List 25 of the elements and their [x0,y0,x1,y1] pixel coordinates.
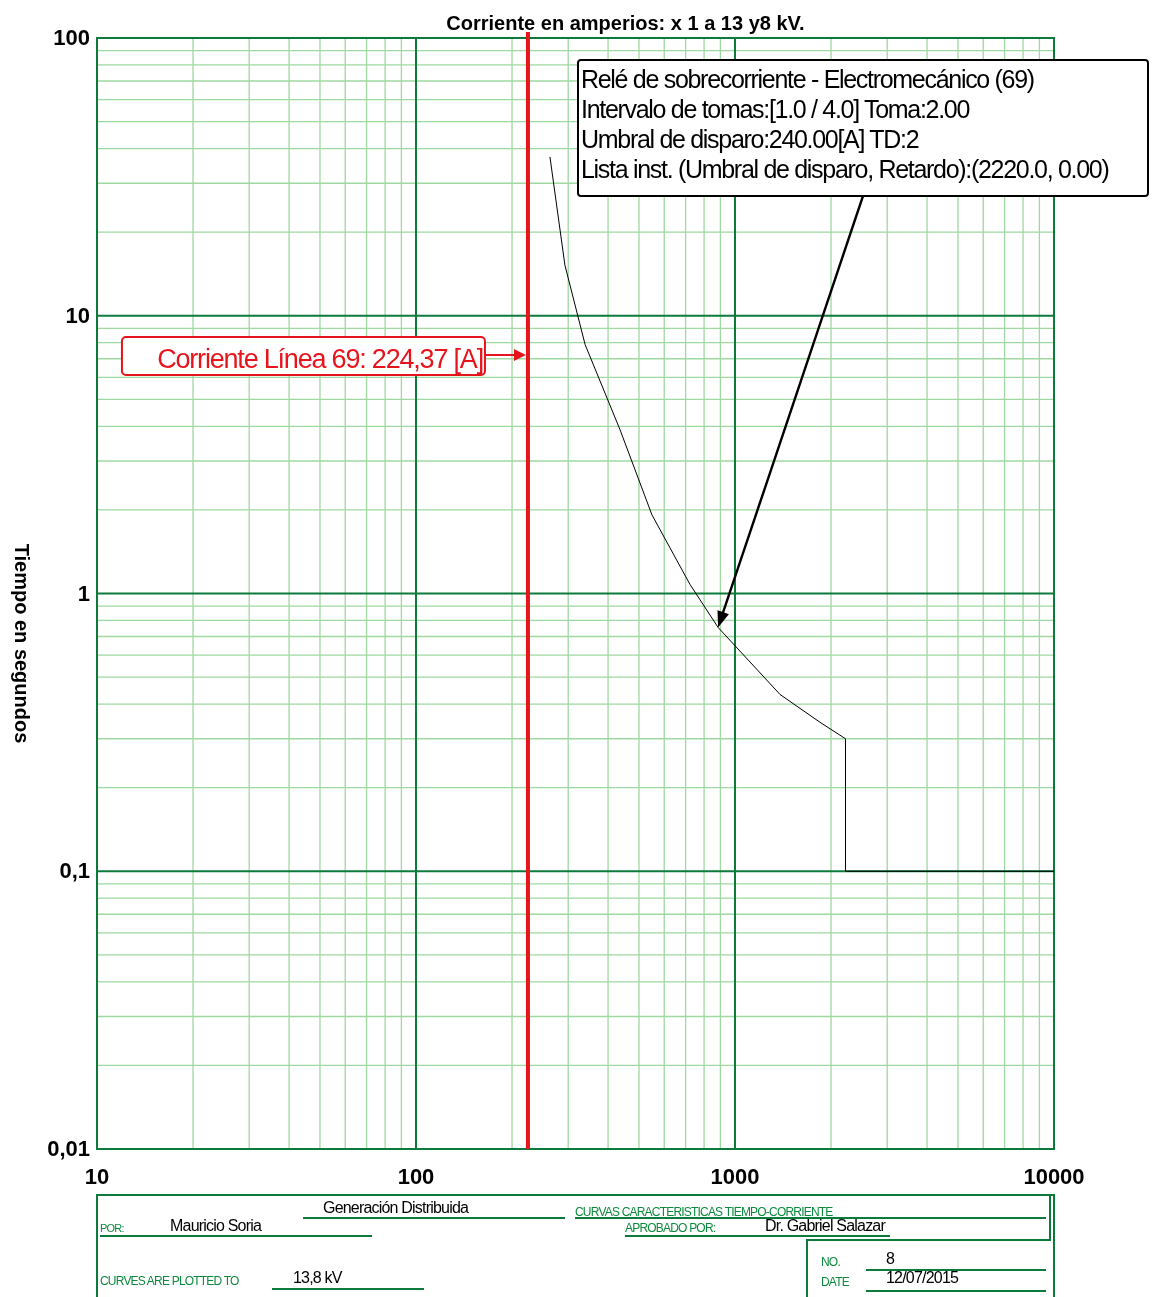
y-tick-label: 1 [77,580,90,606]
text: APROBADO POR: [625,1221,716,1235]
y-tick-label: 100 [53,25,90,50]
x-tick-label: 1000 [710,1164,760,1189]
text: Mauricio Soria [170,1217,262,1234]
text: 8 [886,1250,895,1267]
text: CURVES ARE PLOTTED TO [100,1274,240,1288]
y-axis-title: Tiempo en segundos [11,543,33,744]
text: 13,8 kV [293,1269,343,1286]
chart-title: Corriente en amperios: x 1 a 13 y8 kV. [446,12,805,34]
text: 12/07/2015 [886,1269,959,1286]
text: CURVAS CARACTERISTICAS TIEMPO-CORRIENTE [575,1205,834,1219]
x-tick-label: 100 [397,1164,435,1189]
text: Generación Distribuida [323,1199,470,1216]
x-tick-label: 10000 [1023,1164,1085,1189]
annotation: Relé de sobrecorriente - Electromecánico (69) Intervalo de tomas:[1.0 / 4.0] Toma:2.00 Umbral de disparo:240.00[A] TD:2 Lista inst. (Umbral de disparo, Retardo):(2220.0, 0.00) [581,65,1109,183]
text: Dr. Gabriel Salazar [765,1217,887,1234]
y-tick-label: 10 [65,302,90,328]
text: POR: [100,1222,125,1234]
x-tick-label: 10 [84,1164,110,1189]
text: DATE [821,1275,850,1289]
y-tick-label: 0,01 [47,1136,90,1161]
ref-line-label: Corriente Línea 69: 224,37 [A] [157,344,483,374]
y-tick-label: 0,1 [59,858,90,884]
text: NO. [821,1255,841,1269]
